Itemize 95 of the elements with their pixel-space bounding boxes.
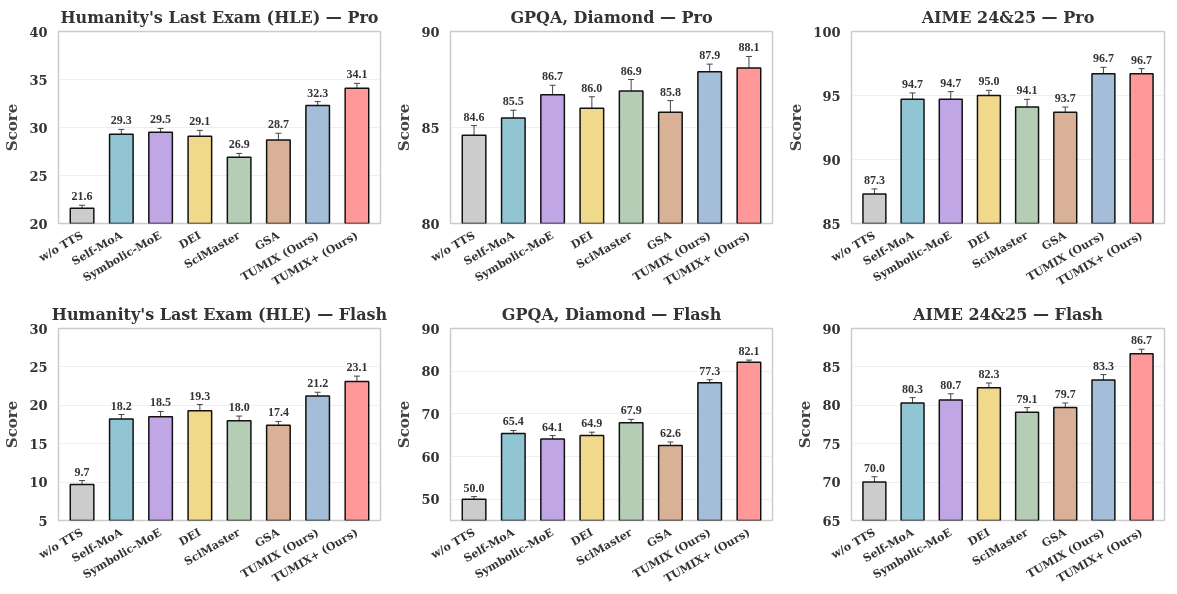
x-tick-label: GSA <box>252 525 283 551</box>
y-tick-label: 25 <box>29 359 48 375</box>
data-label: 87.9 <box>699 48 721 63</box>
data-label: 17.4 <box>267 405 289 420</box>
data-label: 94.7 <box>902 76 924 91</box>
data-label: 80.7 <box>940 377 962 392</box>
data-label: 86.7 <box>542 69 564 84</box>
data-label: 26.9 <box>228 137 250 152</box>
y-tick-label: 20 <box>29 398 48 414</box>
chart-title: Humanity's Last Exam (HLE) — Pro <box>60 7 379 27</box>
y-axis-title: Score <box>3 400 22 449</box>
y-tick-label: 95 <box>822 88 841 104</box>
data-label: 64.9 <box>581 416 603 431</box>
chart-title: AIME 24&25 — Pro <box>920 7 1095 27</box>
data-label: 79.1 <box>1016 391 1038 406</box>
data-label: 18.0 <box>228 400 250 415</box>
data-label: 82.1 <box>738 344 760 359</box>
y-tick-label: 90 <box>421 24 440 40</box>
y-axis-title: Score <box>395 400 414 449</box>
data-label: 86.0 <box>581 80 603 95</box>
data-label: 94.7 <box>940 75 962 90</box>
y-tick-label: 20 <box>29 216 48 232</box>
x-tick-label: GSA <box>252 228 283 254</box>
data-label: 19.3 <box>189 388 211 403</box>
y-tick-label: 85 <box>822 359 841 375</box>
data-label: 70.0 <box>863 460 885 475</box>
data-label: 62.6 <box>659 425 681 440</box>
y-tick-label: 5 <box>38 513 48 529</box>
data-label: 64.1 <box>542 419 564 434</box>
data-label: 29.5 <box>150 112 172 127</box>
y-axis-title: Score <box>395 103 414 152</box>
y-tick-label: 90 <box>822 321 841 337</box>
data-label: 80.3 <box>902 381 924 396</box>
y-tick-label: 85 <box>421 120 440 136</box>
data-label: 96.7 <box>1092 51 1114 66</box>
y-tick-label: 30 <box>29 120 48 136</box>
data-label: 29.3 <box>110 113 132 128</box>
data-label: 85.5 <box>502 94 524 109</box>
data-label: 23.1 <box>346 360 368 375</box>
data-label: 18.2 <box>110 398 132 413</box>
data-label: 65.4 <box>502 414 524 429</box>
data-label: 86.9 <box>620 63 642 78</box>
data-label: 93.7 <box>1054 91 1076 106</box>
data-label: 29.1 <box>189 114 211 129</box>
y-tick-label: 100 <box>813 24 841 40</box>
chart-title: AIME 24&25 — Flash <box>912 304 1104 324</box>
data-label: 9.7 <box>74 464 90 479</box>
y-tick-label: 85 <box>822 216 841 232</box>
data-label: 79.7 <box>1054 387 1076 401</box>
y-tick-label: 75 <box>822 436 841 452</box>
y-tick-label: 40 <box>29 24 48 40</box>
x-tick-label: GSA <box>1039 525 1069 551</box>
data-label: 50.0 <box>463 480 485 495</box>
y-tick-label: 90 <box>822 152 841 168</box>
data-label: 28.7 <box>267 117 289 132</box>
data-label: 34.1 <box>346 67 368 82</box>
y-tick-label: 60 <box>421 449 440 465</box>
y-tick-label: 80 <box>421 216 440 232</box>
data-label: 32.3 <box>307 85 329 100</box>
y-tick-label: 70 <box>421 406 440 422</box>
data-label: 77.3 <box>699 363 721 378</box>
data-label: 94.1 <box>1016 83 1038 98</box>
chart-title: Humanity's Last Exam (HLE) — Flash <box>51 304 388 324</box>
y-tick-label: 80 <box>421 364 440 380</box>
y-tick-label: 65 <box>822 513 841 529</box>
data-label: 18.5 <box>150 395 172 410</box>
data-label: 84.6 <box>463 109 485 124</box>
y-tick-label: 90 <box>421 321 440 337</box>
y-tick-label: 50 <box>421 492 440 508</box>
y-tick-label: 15 <box>29 436 48 452</box>
data-label: 83.3 <box>1092 358 1114 373</box>
y-tick-label: 35 <box>29 72 48 88</box>
data-label: 96.7 <box>1131 52 1153 67</box>
data-label: 86.7 <box>1131 333 1153 348</box>
x-tick-label: GSA <box>1039 228 1069 254</box>
data-label: 67.9 <box>620 403 642 418</box>
x-tick-label: GSA <box>644 525 675 551</box>
data-label: 87.3 <box>863 172 885 187</box>
chart-title: GPQA, Diamond — Flash <box>501 304 722 324</box>
y-tick-label: 10 <box>29 475 48 491</box>
y-tick-label: 70 <box>822 475 841 491</box>
y-tick-label: 25 <box>29 168 48 184</box>
y-tick-label: 80 <box>822 398 841 414</box>
y-tick-label: 30 <box>29 321 48 337</box>
data-label: 88.1 <box>738 40 760 55</box>
y-axis-title: Score <box>787 103 806 152</box>
chart-title: GPQA, Diamond — Pro <box>510 7 713 27</box>
y-axis-title: Score <box>3 103 22 152</box>
data-label: 21.2 <box>307 376 329 391</box>
data-label: 82.3 <box>978 367 1000 382</box>
data-label: 21.6 <box>71 189 93 204</box>
y-axis-title: Score <box>796 400 815 449</box>
data-label: 85.8 <box>659 84 681 99</box>
x-tick-label: GSA <box>644 228 675 254</box>
data-label: 95.0 <box>978 74 1000 89</box>
